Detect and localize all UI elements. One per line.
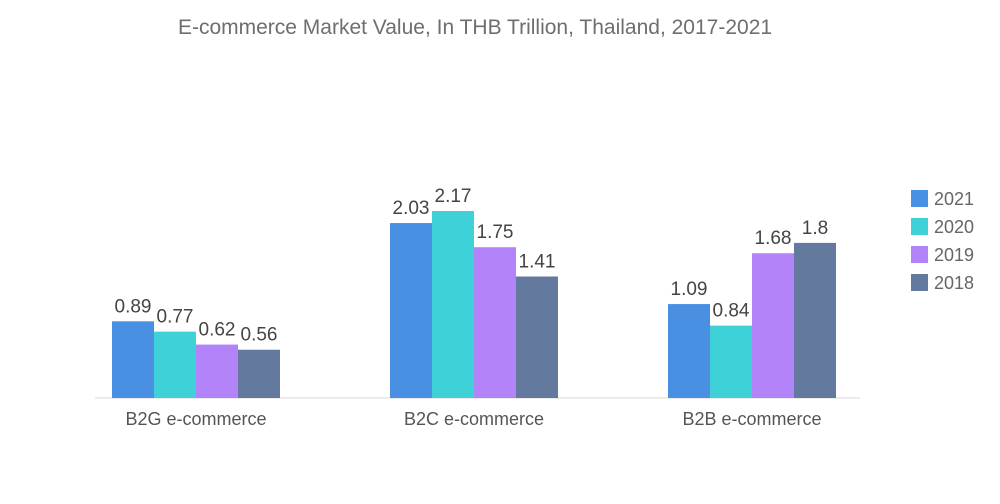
value-label: 0.77 bbox=[157, 307, 194, 328]
legend-label: 2018 bbox=[934, 273, 974, 293]
bars-group bbox=[112, 211, 836, 398]
legend-label: 2021 bbox=[934, 189, 974, 209]
legend-label: 2019 bbox=[934, 245, 974, 265]
chart-title: E-commerce Market Value, In THB Trillion… bbox=[177, 16, 773, 39]
bar-2020-2 bbox=[710, 325, 752, 398]
value-label: 0.84 bbox=[713, 301, 750, 322]
bar-2021-2 bbox=[668, 304, 710, 398]
value-label: 0.62 bbox=[199, 320, 236, 341]
bar-2019-1 bbox=[474, 247, 516, 398]
bar-2020-0 bbox=[154, 331, 196, 398]
legend-swatch bbox=[911, 190, 928, 207]
legend-swatch bbox=[911, 246, 928, 263]
bar-2021-0 bbox=[112, 321, 154, 398]
bar-2021-1 bbox=[390, 223, 432, 398]
bar-2018-2 bbox=[794, 242, 836, 398]
category-label: B2G e-commerce bbox=[125, 409, 266, 429]
legend-swatch bbox=[911, 274, 928, 291]
value-labels-group: 0.89 0.770.62 0.56 2.032.171.751.41 1.090.84… bbox=[115, 186, 829, 346]
legend-swatch bbox=[911, 218, 928, 235]
value-label: 1.09 bbox=[671, 279, 708, 300]
value-label: 1.8 bbox=[802, 218, 828, 239]
value-label: 2.03 bbox=[393, 198, 430, 219]
bar-2019-2 bbox=[752, 253, 794, 398]
bar-2020-1 bbox=[432, 211, 474, 398]
bar-2019-0 bbox=[196, 344, 238, 398]
value-label: 0.56 bbox=[241, 325, 278, 346]
legend: 2021 2020 2019 2018 bbox=[911, 189, 974, 293]
category-label: B2C e-commerce bbox=[404, 409, 544, 429]
bar-2018-1 bbox=[516, 276, 558, 398]
value-label: 1.75 bbox=[477, 222, 514, 243]
value-label: 0.89 bbox=[115, 296, 152, 317]
legend-label: 2020 bbox=[934, 217, 974, 237]
category-labels-group: B2G e-commerce B2C e-commerce B2B e-commer… bbox=[125, 409, 821, 429]
value-label: 1.41 bbox=[519, 251, 556, 272]
value-label: 1.68 bbox=[755, 228, 792, 249]
bar-2018-0 bbox=[238, 349, 280, 398]
value-label: 2.17 bbox=[435, 186, 472, 207]
category-label: B2B e-commerce bbox=[682, 409, 821, 429]
